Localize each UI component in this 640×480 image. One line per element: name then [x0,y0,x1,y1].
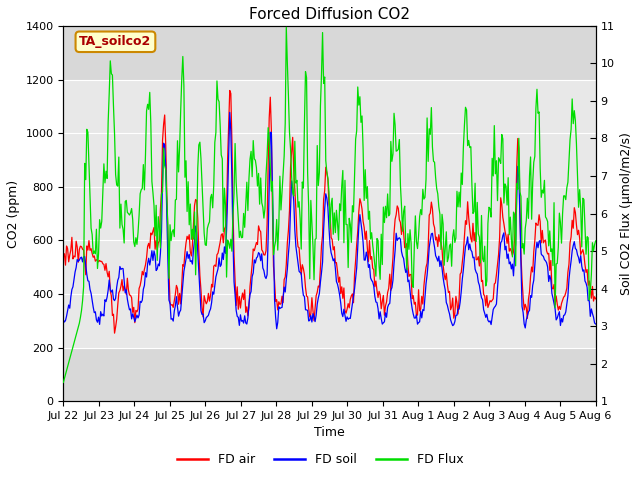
Legend: FD air, FD soil, FD Flux: FD air, FD soil, FD Flux [172,448,468,471]
Bar [63,80,596,348]
X-axis label: Time: Time [314,426,345,440]
Y-axis label: CO2 (ppm): CO2 (ppm) [7,180,20,248]
Title: Forced Diffusion CO2: Forced Diffusion CO2 [249,7,410,22]
Text: TA_soilco2: TA_soilco2 [79,35,152,48]
Y-axis label: Soil CO2 Flux (μmol/m2/s): Soil CO2 Flux (μmol/m2/s) [620,132,633,295]
